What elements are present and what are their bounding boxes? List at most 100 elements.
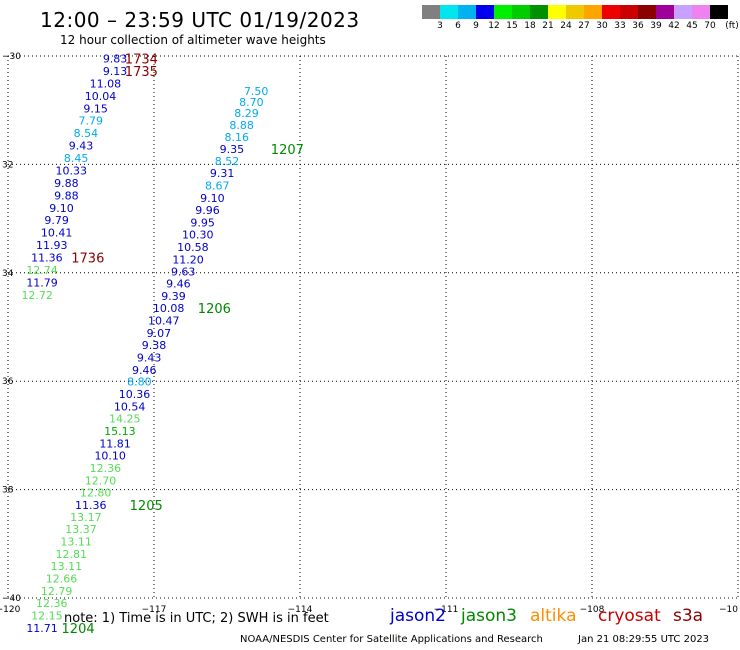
wave-height-label: 9.31 — [210, 167, 235, 180]
wave-height-label: 11.20 — [172, 253, 204, 266]
colorbar-swatch — [440, 5, 458, 19]
legend-jason2: jason2 — [390, 606, 446, 626]
wave-height-label: 10.41 — [41, 227, 73, 240]
wave-height-label: 8.70 — [239, 96, 264, 109]
wave-height-label: 10.33 — [56, 164, 88, 177]
colorbar-swatch — [494, 5, 512, 19]
colorbar-swatch — [638, 5, 656, 19]
x-tick-label: −111 — [434, 605, 459, 615]
colorbar-swatch — [656, 5, 674, 19]
wave-height-label: 9.07 — [147, 327, 172, 340]
colorbar-label: 27 — [578, 21, 590, 31]
wave-height-label: 9.46 — [166, 278, 191, 291]
x-tick-label: −10 — [719, 605, 738, 615]
wave-height-label: 12.70 — [85, 474, 117, 487]
wave-height-label: 11.36 — [75, 499, 107, 512]
y-tick-label: 34 — [2, 269, 14, 279]
legend-jason3: jason3 — [461, 606, 517, 626]
colorbar-swatch — [422, 5, 440, 19]
wave-height-label: 13.17 — [70, 511, 102, 524]
legend-altika: altika — [530, 606, 577, 626]
y-tick-label: 36 — [2, 377, 14, 387]
colorbar-label: 3 — [437, 21, 443, 31]
colorbar-label: 33 — [614, 21, 626, 31]
wave-height-label: 8.54 — [74, 127, 99, 140]
colorbar-label: 18 — [524, 21, 536, 31]
colorbar-label: 9 — [473, 21, 479, 31]
wave-height-label: 9.38 — [142, 339, 167, 352]
pass-time-label: 1735 — [125, 65, 158, 80]
colorbar-label: 24 — [560, 21, 572, 31]
credit-line: NOAA/NESDIS Center for Satellite Applica… — [240, 634, 543, 645]
wave-height-label: 12.36 — [90, 462, 122, 475]
wave-height-label: 9.88 — [54, 189, 79, 202]
colorbar-swatch — [566, 5, 584, 19]
pass-time-label: 1207 — [271, 143, 304, 158]
colorbar-swatch — [692, 5, 710, 19]
wave-height-label: 9.35 — [220, 143, 245, 156]
colorbar-label: 21 — [542, 21, 554, 31]
wave-height-label: 13.37 — [65, 523, 97, 536]
pass-time-label: 1736 — [71, 252, 104, 267]
wave-height-label: 9.63 — [171, 266, 196, 279]
generation-timestamp: Jan 21 08:29:55 UTC 2023 — [578, 634, 710, 645]
wave-height-label: 9.46 — [132, 364, 157, 377]
wave-height-label: 10.36 — [119, 388, 151, 401]
wave-height-label: 7.50 — [244, 85, 269, 98]
wave-height-label: 8.16 — [224, 131, 249, 144]
wave-height-label: 12.15 — [31, 609, 63, 622]
colorbar-swatch — [458, 5, 476, 19]
wave-height-label: 8.80 — [127, 376, 152, 389]
colorbar-swatch — [602, 5, 620, 19]
y-tick-label: −30 — [2, 52, 21, 62]
colorbar-swatch — [620, 5, 638, 19]
wave-height-label: 10.04 — [85, 90, 117, 103]
wave-height-label: 10.30 — [182, 228, 214, 241]
colorbar — [422, 5, 728, 19]
wave-height-label: 9.10 — [200, 192, 225, 205]
y-tick-label: 32 — [2, 160, 13, 170]
wave-height-label: 9.13 — [103, 65, 128, 78]
colorbar-swatch — [476, 5, 494, 19]
wave-height-label: 15.13 — [104, 425, 136, 438]
wave-height-label: 11.81 — [99, 438, 131, 451]
wave-height-label: 9.83 — [103, 53, 128, 66]
pass-time-label: 1206 — [198, 302, 231, 317]
y-tick-label: 38 — [2, 486, 14, 496]
wave-height-label: 13.11 — [51, 560, 83, 573]
wave-height-label: 8.67 — [205, 180, 230, 193]
colorbar-label: 12 — [488, 21, 500, 31]
wave-height-label: 14.25 — [109, 413, 141, 426]
colorbar-swatch — [530, 5, 548, 19]
wave-height-label: 11.08 — [90, 78, 122, 91]
wave-height-label: 9.43 — [137, 351, 162, 364]
colorbar-label: 6 — [455, 21, 461, 31]
wave-height-label: 12.36 — [36, 597, 68, 610]
wave-height-label: 8.29 — [234, 107, 259, 120]
wave-height-label: 13.11 — [60, 536, 92, 549]
colorbar-label: 45 — [686, 21, 698, 31]
wave-height-label: 9.79 — [44, 214, 69, 227]
wave-height-label: 8.45 — [64, 152, 89, 165]
wave-height-label: 10.54 — [114, 401, 146, 414]
wave-height-label: 9.88 — [54, 177, 79, 190]
wave-height-label: 7.79 — [78, 114, 103, 127]
wave-height-label: 11.36 — [31, 252, 63, 265]
wave-height-label: 12.74 — [26, 264, 58, 277]
wave-height-label: 8.88 — [229, 119, 254, 132]
colorbar-swatch — [710, 5, 728, 19]
x-tick-label: −114 — [288, 605, 313, 615]
wave-height-label: 9.10 — [49, 202, 74, 215]
legend-s3a: s3a — [673, 606, 704, 626]
colorbar-swatch — [512, 5, 530, 19]
x-tick-label: −108 — [580, 605, 605, 615]
wave-height-label: 9.43 — [69, 139, 94, 152]
wave-height-label: 9.96 — [195, 204, 220, 217]
wave-height-label: 11.71 — [26, 622, 58, 635]
colorbar-label: 15 — [506, 21, 518, 31]
colorbar-swatch — [674, 5, 692, 19]
colorbar-labels: 3 6 9 12 15 18 21 24 27 30 33 36 39 42 45 70 (ft) — [422, 21, 740, 33]
colorbar-label: 36 — [632, 21, 644, 31]
wave-height-label: 12.66 — [46, 572, 78, 585]
